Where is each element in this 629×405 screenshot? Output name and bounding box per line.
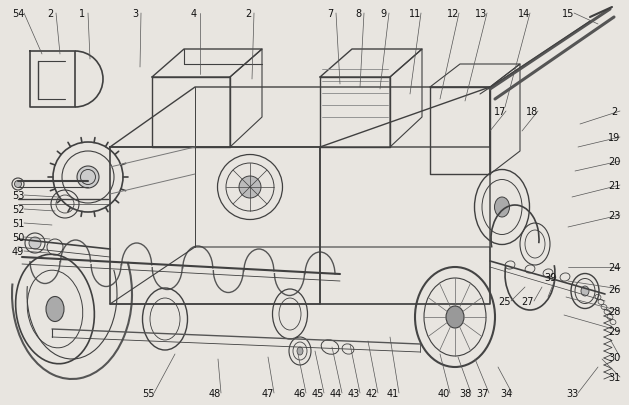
Text: 42: 42 [366,388,378,398]
Text: 1: 1 [79,9,85,19]
Text: 47: 47 [262,388,274,398]
Text: 33: 33 [566,388,578,398]
Text: 55: 55 [142,388,154,398]
Text: 37: 37 [477,388,489,398]
Text: 11: 11 [409,9,421,19]
Text: 53: 53 [12,190,24,200]
Text: 20: 20 [608,157,620,166]
Text: 17: 17 [494,107,506,117]
Ellipse shape [297,347,303,355]
Text: 31: 31 [608,372,620,382]
Text: 34: 34 [500,388,512,398]
Text: 13: 13 [475,9,487,19]
Text: 2: 2 [611,107,617,117]
Ellipse shape [446,306,464,328]
Ellipse shape [581,286,589,296]
Text: 28: 28 [608,306,620,316]
Text: 15: 15 [562,9,574,19]
Text: 48: 48 [209,388,221,398]
Text: 51: 51 [12,218,24,228]
Text: 45: 45 [312,388,324,398]
Text: 24: 24 [608,262,620,272]
Text: 41: 41 [387,388,399,398]
Text: 23: 23 [608,211,620,220]
Text: 38: 38 [459,388,471,398]
Text: 19: 19 [608,133,620,143]
Text: 7: 7 [327,9,333,19]
Text: 2: 2 [47,9,53,19]
Text: 39: 39 [544,272,556,282]
Text: 12: 12 [447,9,459,19]
Text: 50: 50 [12,232,24,243]
Ellipse shape [239,177,261,198]
Text: 26: 26 [608,284,620,294]
Text: 30: 30 [608,352,620,362]
Ellipse shape [14,181,21,188]
Text: 25: 25 [499,296,511,306]
Text: 54: 54 [12,9,24,19]
Text: 46: 46 [294,388,306,398]
Text: 9: 9 [380,9,386,19]
Ellipse shape [77,166,99,189]
Text: 18: 18 [526,107,538,117]
Text: 3: 3 [132,9,138,19]
Ellipse shape [29,237,41,249]
Text: 2: 2 [245,9,251,19]
Text: 52: 52 [12,205,25,215]
Text: 14: 14 [518,9,530,19]
Ellipse shape [46,297,64,322]
Text: 21: 21 [608,181,620,190]
Text: 43: 43 [348,388,360,398]
Text: 40: 40 [438,388,450,398]
Text: 29: 29 [608,326,620,336]
Text: 49: 49 [12,246,24,256]
Ellipse shape [494,198,509,217]
Text: 8: 8 [355,9,361,19]
Text: 44: 44 [330,388,342,398]
Text: 27: 27 [521,296,534,306]
Text: 4: 4 [191,9,197,19]
